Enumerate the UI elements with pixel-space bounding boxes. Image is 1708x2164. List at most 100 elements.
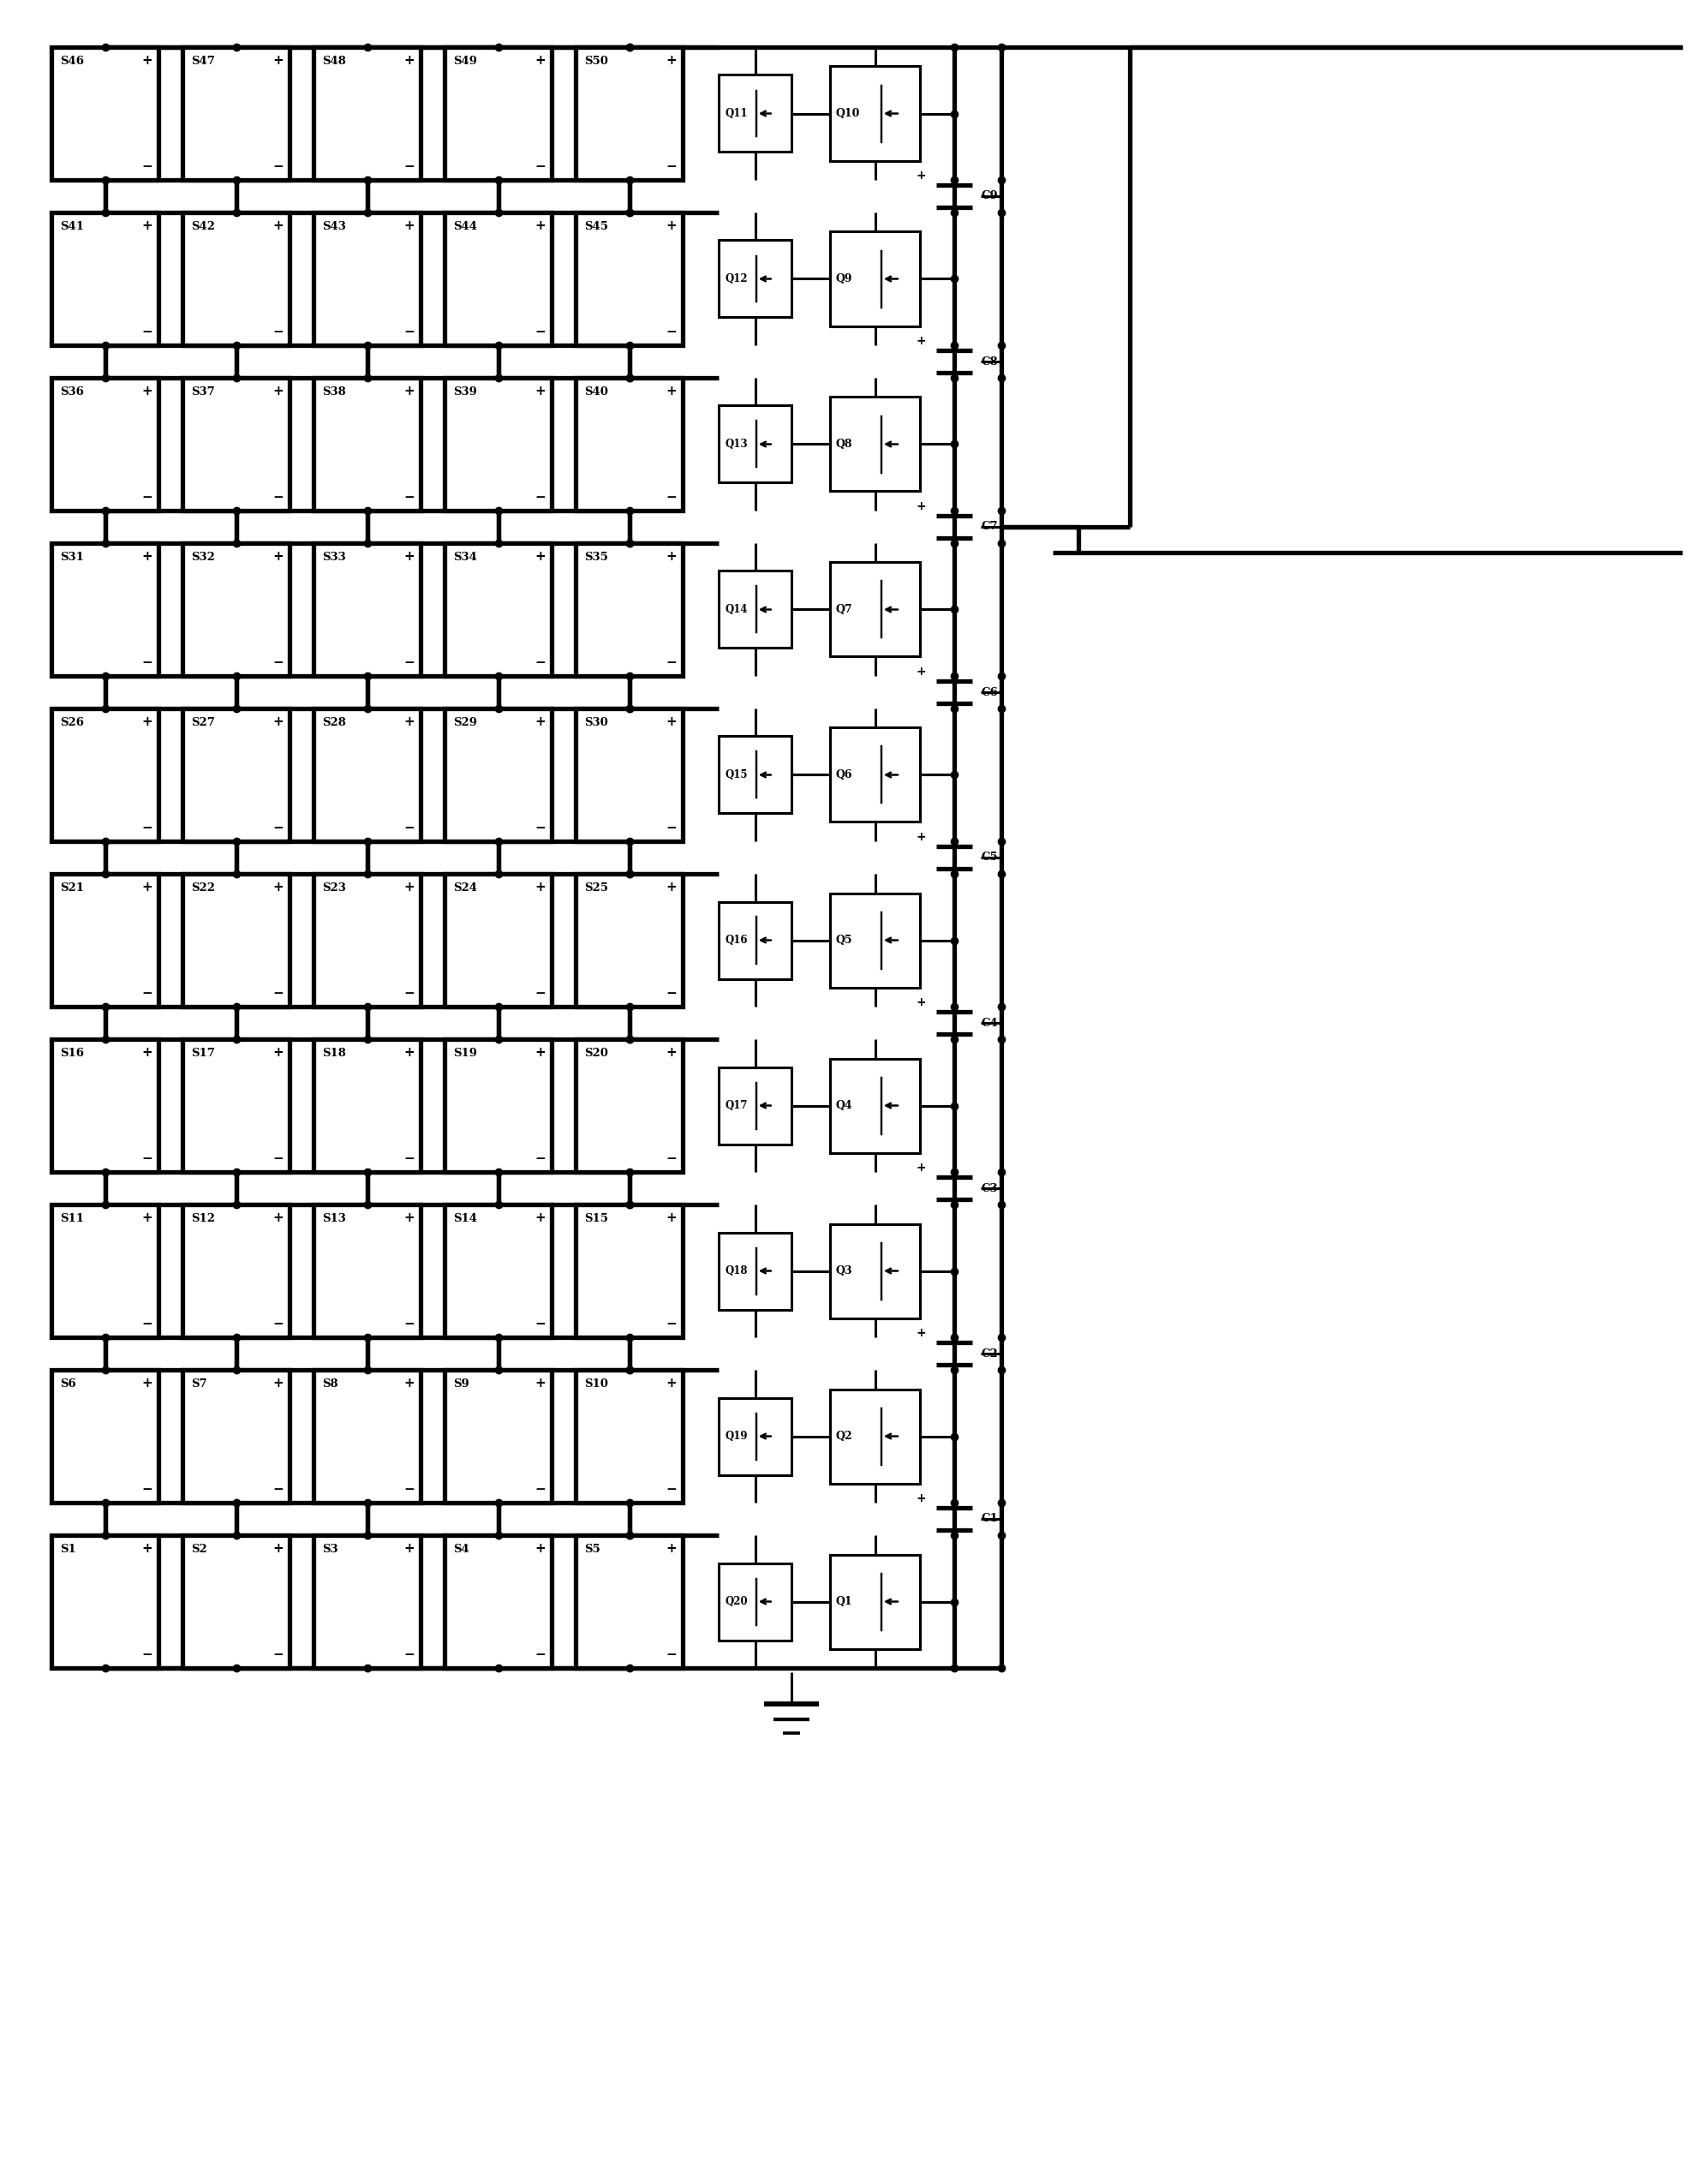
Bar xyxy=(444,543,552,675)
Text: S10: S10 xyxy=(584,1378,608,1389)
Text: S34: S34 xyxy=(453,552,477,563)
Text: S40: S40 xyxy=(584,387,608,398)
Bar xyxy=(314,708,420,842)
Text: +: + xyxy=(535,1376,545,1389)
Bar xyxy=(719,736,791,814)
Text: Q2: Q2 xyxy=(835,1430,852,1441)
Text: +: + xyxy=(535,54,545,67)
Text: +: + xyxy=(915,1493,926,1504)
Text: +: + xyxy=(142,1376,152,1389)
Bar xyxy=(830,67,921,160)
Text: Q17: Q17 xyxy=(724,1099,748,1110)
Text: −: − xyxy=(142,656,152,669)
Text: +: + xyxy=(403,550,415,563)
Bar xyxy=(576,1534,683,1668)
Text: −: − xyxy=(142,160,152,173)
Text: S18: S18 xyxy=(323,1047,347,1058)
Text: −: − xyxy=(535,1318,545,1331)
Text: +: + xyxy=(666,54,676,67)
Text: +: + xyxy=(666,550,676,563)
Text: −: − xyxy=(403,1649,415,1662)
Text: +: + xyxy=(915,995,926,1008)
Text: Q1: Q1 xyxy=(835,1597,852,1608)
Text: Q3: Q3 xyxy=(835,1266,852,1277)
Text: +: + xyxy=(273,54,284,67)
Text: C8: C8 xyxy=(980,355,997,368)
Text: −: − xyxy=(273,160,284,173)
Bar xyxy=(576,212,683,346)
Text: −: − xyxy=(666,987,676,1000)
Bar xyxy=(719,76,791,151)
Text: +: + xyxy=(403,716,415,729)
Text: S36: S36 xyxy=(60,387,84,398)
Bar xyxy=(830,1389,921,1482)
Text: +: + xyxy=(142,1045,152,1058)
Text: +: + xyxy=(535,550,545,563)
Text: S42: S42 xyxy=(191,221,215,232)
Text: +: + xyxy=(403,1543,415,1556)
Bar xyxy=(51,1370,159,1502)
Bar xyxy=(51,708,159,842)
Text: −: − xyxy=(403,656,415,669)
Bar xyxy=(314,379,420,511)
Text: C5: C5 xyxy=(980,853,997,863)
Bar xyxy=(183,379,290,511)
Text: −: − xyxy=(142,1482,152,1495)
Text: −: − xyxy=(403,160,415,173)
Text: −: − xyxy=(535,1151,545,1164)
Text: −: − xyxy=(142,987,152,1000)
Text: S43: S43 xyxy=(323,221,347,232)
Bar xyxy=(444,212,552,346)
Text: +: + xyxy=(535,1212,545,1225)
Text: −: − xyxy=(666,160,676,173)
Text: S12: S12 xyxy=(191,1214,215,1225)
Bar xyxy=(576,379,683,511)
Text: S32: S32 xyxy=(191,552,215,563)
Text: S3: S3 xyxy=(323,1543,338,1556)
Text: +: + xyxy=(666,385,676,398)
Bar xyxy=(830,563,921,656)
Text: Q12: Q12 xyxy=(724,273,748,283)
Text: −: − xyxy=(142,325,152,338)
Text: +: + xyxy=(142,1212,152,1225)
Text: Q4: Q4 xyxy=(835,1099,852,1110)
Text: +: + xyxy=(403,881,415,894)
Text: −: − xyxy=(403,987,415,1000)
Text: S19: S19 xyxy=(453,1047,477,1058)
Text: −: − xyxy=(666,1318,676,1331)
Text: S50: S50 xyxy=(584,56,608,67)
Text: S24: S24 xyxy=(453,883,477,894)
Text: C1: C1 xyxy=(980,1513,997,1523)
Bar xyxy=(51,874,159,1006)
Bar xyxy=(576,874,683,1006)
Text: Q14: Q14 xyxy=(724,604,748,615)
Text: −: − xyxy=(273,491,284,504)
Text: S4: S4 xyxy=(453,1543,470,1556)
Text: +: + xyxy=(535,716,545,729)
Text: +: + xyxy=(403,219,415,232)
Bar xyxy=(830,1225,921,1318)
Text: +: + xyxy=(273,1212,284,1225)
Text: −: − xyxy=(142,1649,152,1662)
Bar xyxy=(576,543,683,675)
Text: −: − xyxy=(666,1151,676,1164)
Text: S26: S26 xyxy=(60,716,84,729)
Text: Q16: Q16 xyxy=(724,935,748,946)
Text: +: + xyxy=(403,1376,415,1389)
Text: −: − xyxy=(535,987,545,1000)
Text: −: − xyxy=(535,656,545,669)
Text: S30: S30 xyxy=(584,716,608,729)
Text: +: + xyxy=(403,385,415,398)
Bar xyxy=(444,379,552,511)
Bar xyxy=(183,543,290,675)
Bar xyxy=(314,1534,420,1668)
Text: S21: S21 xyxy=(60,883,84,894)
Text: C3: C3 xyxy=(980,1184,997,1195)
Text: Q8: Q8 xyxy=(835,439,852,450)
Bar xyxy=(183,48,290,180)
Text: C2: C2 xyxy=(980,1348,997,1359)
Text: Q13: Q13 xyxy=(724,439,748,450)
Bar xyxy=(51,379,159,511)
Bar xyxy=(444,48,552,180)
Text: +: + xyxy=(273,219,284,232)
